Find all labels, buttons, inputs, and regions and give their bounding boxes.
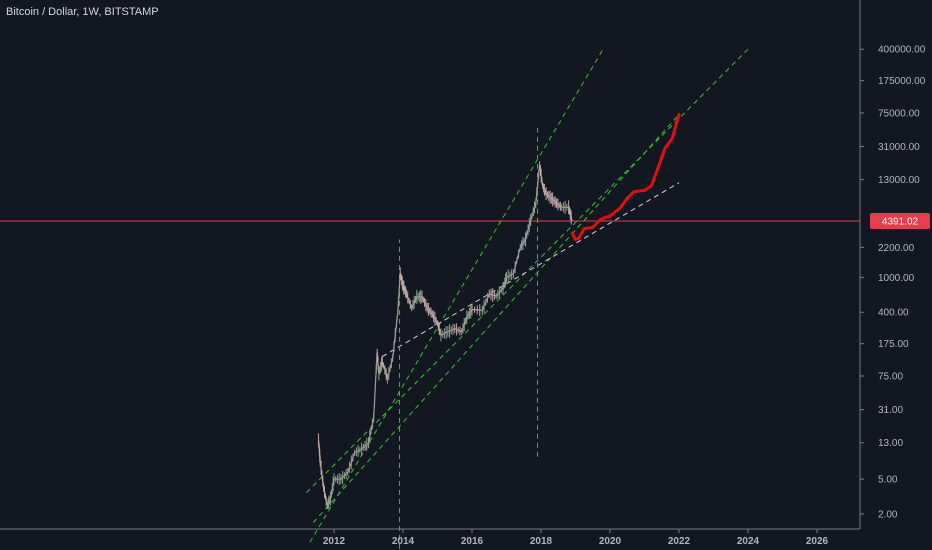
x-tick-label: 2014 — [392, 536, 415, 547]
y-tick-label: 31.00 — [878, 405, 903, 416]
x-tick-label: 2022 — [668, 536, 691, 547]
y-tick-label: 13000.00 — [878, 175, 920, 186]
y-tick-label: 13.00 — [878, 438, 903, 449]
current-price-label: 4391.02 — [882, 217, 919, 228]
chart-title: Bitcoin / Dollar, 1W, BITSTAMP — [6, 6, 159, 18]
current-price-badge-box — [870, 213, 930, 230]
y-tick-label: 75000.00 — [878, 108, 920, 119]
x-tick-label: 2024 — [737, 536, 760, 547]
x-axis-ticks[interactable]: 2012 2014 2016 2018 2020 2022 2024 2026 — [323, 529, 829, 547]
x-tick-label: 2026 — [806, 536, 829, 547]
y-axis-ticks[interactable]: 400000.00 175000.00 75000.00 31000.00 13000.… — [860, 45, 926, 521]
y-tick-label: 400.00 — [878, 308, 909, 319]
y-tick-label: 1000.00 — [878, 273, 915, 284]
trendline[interactable] — [382, 182, 680, 357]
x-tick-label: 2020 — [599, 536, 622, 547]
y-tick-label: 175000.00 — [878, 76, 926, 87]
current-price-badge: 4391.02 — [870, 213, 930, 230]
y-tick-label: 31000.00 — [878, 142, 920, 153]
y-tick-label: 75.00 — [878, 371, 903, 382]
plot-area[interactable] — [0, 48, 860, 549]
projection-series[interactable] — [570, 113, 681, 241]
y-tick-label: 2200.00 — [878, 243, 915, 254]
x-tick-label: 2016 — [461, 536, 484, 547]
trendline[interactable] — [312, 114, 680, 523]
trendline[interactable] — [309, 48, 604, 543]
y-tick-label: 175.00 — [878, 339, 909, 350]
axes — [0, 0, 861, 530]
y-tick-label: 2.00 — [878, 510, 898, 521]
y-tick-label: 400000.00 — [878, 45, 926, 56]
x-tick-label: 2018 — [530, 536, 553, 547]
x-tick-label: 2012 — [323, 536, 346, 547]
y-tick-label: 5.00 — [878, 475, 898, 486]
